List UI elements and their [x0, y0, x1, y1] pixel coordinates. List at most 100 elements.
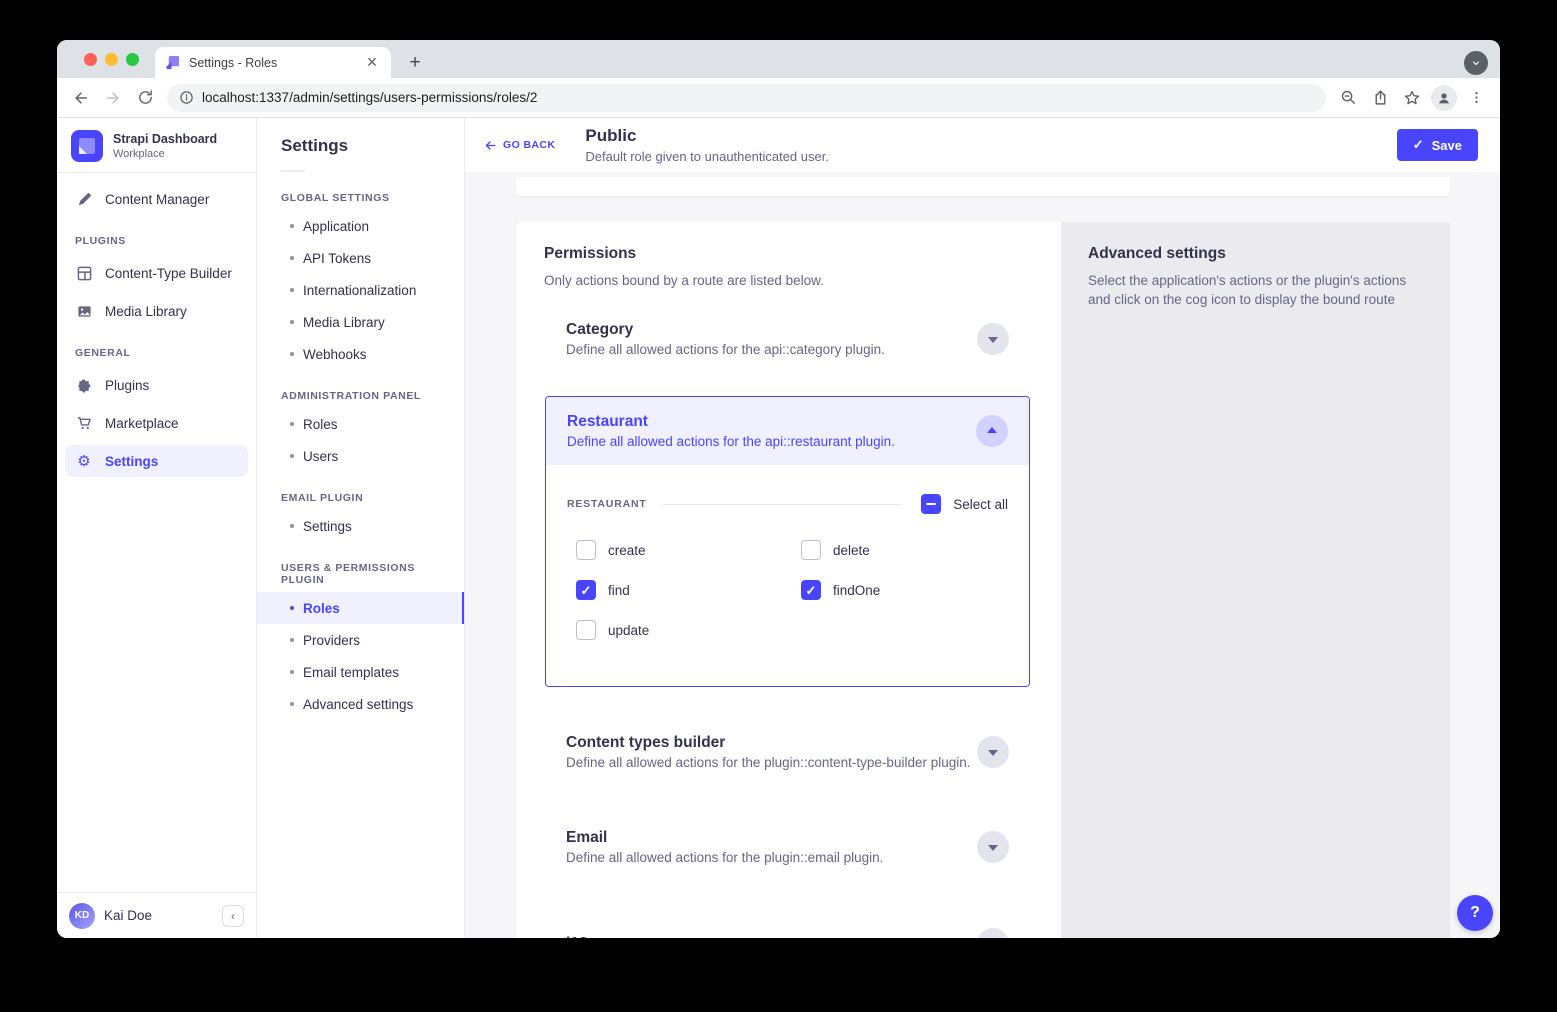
help-button[interactable]: ?: [1457, 895, 1493, 931]
tab-title: Settings - Roles: [189, 55, 278, 70]
chevron-down-icon: [988, 337, 998, 343]
strapi-logo: [71, 130, 103, 162]
sidebar-section-plugins: PLUGINS: [75, 235, 126, 247]
accordion-email[interactable]: Email Define all allowed actions for the…: [545, 818, 1030, 876]
subnav-item-label: Providers: [303, 632, 361, 648]
check-icon: ✓: [1412, 137, 1424, 152]
share-icon[interactable]: [1366, 84, 1394, 112]
subnav-item-providers[interactable]: Providers: [257, 624, 464, 656]
sidebar-item-settings[interactable]: ⚙ Settings: [65, 445, 248, 477]
zoom-out-icon[interactable]: [1334, 84, 1362, 112]
findone-checkbox[interactable]: ✓: [801, 580, 821, 600]
subnav-item-application[interactable]: Application: [257, 210, 464, 242]
subnav-item-api-tokens[interactable]: API Tokens: [257, 242, 464, 274]
window-controls: [84, 53, 139, 66]
bookmark-star-icon[interactable]: [1398, 84, 1426, 112]
go-back-label: GO BACK: [503, 139, 556, 151]
update-checkbox[interactable]: ✓: [576, 620, 596, 640]
site-info-icon[interactable]: [179, 90, 194, 105]
select-all-checkbox[interactable]: ✓: [921, 494, 942, 514]
permission-label: update: [608, 622, 650, 638]
zoom-window-button[interactable]: [126, 53, 139, 66]
accordion-title: Email: [566, 829, 608, 846]
subnav-item-label: Media Library: [303, 314, 385, 330]
strapi-favicon: [165, 55, 180, 70]
browser-window: Settings - Roles ✕ + localhost:1337/admi…: [57, 40, 1500, 938]
role-details-card-bottom: [516, 177, 1450, 196]
browser-tab-bar: Settings - Roles ✕ +: [57, 40, 1500, 78]
close-window-button[interactable]: [84, 53, 97, 66]
sidebar-item-plugins[interactable]: Plugins: [65, 369, 248, 401]
refresh-button[interactable]: [131, 84, 159, 112]
sidebar-item-content-manager[interactable]: Content Manager: [65, 183, 248, 215]
browser-tab[interactable]: Settings - Roles ✕: [155, 47, 391, 78]
expand-i18n-button[interactable]: [977, 928, 1009, 938]
delete-checkbox[interactable]: ✓: [801, 540, 821, 560]
browser-menu-icon[interactable]: [1462, 84, 1490, 112]
bullet-icon: [290, 524, 294, 528]
back-button[interactable]: [67, 84, 95, 112]
sidebar-item-marketplace[interactable]: Marketplace: [65, 407, 248, 439]
sidebar-item-content-type-builder[interactable]: Content-Type Builder: [65, 257, 248, 289]
subnav-title: Settings: [281, 136, 349, 155]
subnav-item-advanced-settings[interactable]: Advanced settings: [257, 688, 464, 720]
subnav-item-label: Webhooks: [303, 346, 367, 362]
permission-findone[interactable]: ✓ findOne: [801, 580, 1008, 600]
go-back-link[interactable]: GO BACK: [484, 139, 555, 152]
sidebar-item-label: Media Library: [105, 303, 187, 319]
pencil-icon: [75, 192, 93, 207]
profile-avatar-icon[interactable]: [1430, 84, 1458, 112]
subnav-item-email-templates[interactable]: Email templates: [257, 656, 464, 688]
permission-delete[interactable]: ✓ delete: [801, 540, 1008, 560]
page-title: Public: [585, 126, 637, 145]
accordion-restaurant-expanded: Restaurant Define all allowed actions fo…: [545, 396, 1030, 687]
permission-update[interactable]: ✓ update: [576, 620, 801, 640]
new-tab-button[interactable]: +: [409, 52, 421, 73]
accordion-restaurant-header[interactable]: Restaurant Define all allowed actions fo…: [546, 397, 1029, 465]
url-text[interactable]: localhost:1337/admin/settings/users-perm…: [202, 90, 538, 105]
indeterminate-icon: [926, 503, 937, 505]
subnav-item-email-settings[interactable]: Settings: [257, 510, 464, 542]
subnav-item-internationalization[interactable]: Internationalization: [257, 274, 464, 306]
browser-chevron-down-icon[interactable]: [1464, 51, 1488, 75]
main-content: GO BACK Public Default role given to una…: [465, 118, 1500, 938]
subnav-item-label: Application: [303, 218, 370, 234]
accordion-title: Restaurant: [567, 413, 648, 430]
expand-content-types-builder-button[interactable]: [977, 736, 1009, 768]
collapse-restaurant-button[interactable]: [976, 415, 1008, 447]
tab-close-icon[interactable]: ✕: [366, 54, 378, 70]
layout-grid-icon: [75, 266, 93, 281]
chevron-down-icon: [988, 845, 998, 851]
workspace-switcher[interactable]: Strapi Dashboard Workplace: [57, 118, 256, 172]
accordion-i18n[interactable]: i18n: [545, 915, 1030, 938]
subnav-item-webhooks[interactable]: Webhooks: [257, 338, 464, 370]
subnav-item-up-roles[interactable]: Roles: [257, 592, 464, 624]
expand-category-button[interactable]: [977, 323, 1009, 355]
permission-label: create: [608, 542, 646, 558]
save-button[interactable]: ✓ Save: [1396, 129, 1478, 161]
avatar[interactable]: KD: [69, 902, 95, 929]
permission-create[interactable]: ✓ create: [576, 540, 801, 560]
create-checkbox[interactable]: ✓: [576, 540, 596, 560]
subnav-item-admin-roles[interactable]: Roles: [257, 408, 464, 440]
select-all-checkbox-row[interactable]: ✓ Select all: [921, 494, 1008, 514]
sidebar-item-label: Settings: [105, 453, 159, 469]
sidebar-item-media-library[interactable]: Media Library: [65, 295, 248, 327]
minimize-window-button[interactable]: [105, 53, 118, 66]
advanced-settings-description: Select the application's actions or the …: [1088, 273, 1407, 307]
group-label: RESTAURANT: [567, 498, 647, 510]
accordion-category[interactable]: Category Define all allowed actions for …: [545, 310, 1030, 368]
bullet-icon: [290, 256, 294, 260]
accordion-content-types-builder[interactable]: Content types builder Define all allowed…: [545, 723, 1030, 781]
expand-email-button[interactable]: [977, 831, 1009, 863]
permission-find[interactable]: ✓ find: [576, 580, 801, 600]
collapse-sidebar-button[interactable]: ‹: [222, 904, 244, 927]
find-checkbox[interactable]: ✓: [576, 580, 596, 600]
subnav-item-media-library[interactable]: Media Library: [257, 306, 464, 338]
accordion-description: Define all allowed actions for the plugi…: [566, 850, 884, 865]
permissions-subtitle: Only actions bound by a route are listed…: [544, 273, 824, 288]
subnav-item-admin-users[interactable]: Users: [257, 440, 464, 472]
subnav-item-label: Users: [303, 448, 339, 464]
url-bar[interactable]: localhost:1337/admin/settings/users-perm…: [167, 83, 1326, 112]
forward-button[interactable]: [99, 84, 127, 112]
